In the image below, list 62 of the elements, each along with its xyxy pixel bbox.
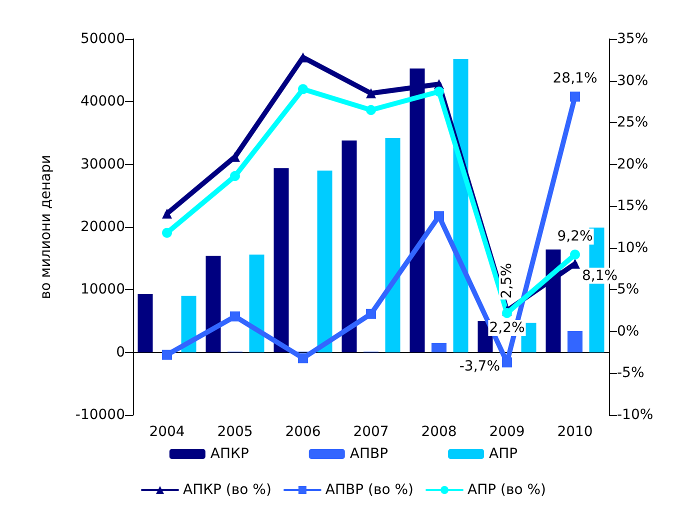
bar bbox=[274, 168, 289, 352]
data-label: -3,7% bbox=[459, 358, 500, 374]
x-tick-label: 2005 bbox=[217, 424, 253, 440]
data-label: 2,5% bbox=[499, 262, 515, 299]
point bbox=[502, 357, 512, 368]
bar bbox=[138, 294, 153, 352]
point bbox=[162, 228, 172, 238]
y2-tick-label: 25% bbox=[617, 114, 648, 131]
y-tick-label: 50000 bbox=[80, 31, 125, 47]
legend-label: АПКР (во %) bbox=[182, 482, 272, 498]
y-tick-label: 20000 bbox=[80, 219, 125, 235]
data-label: 28,1% bbox=[552, 70, 598, 87]
point bbox=[502, 308, 512, 318]
y2-tick-label: 20% bbox=[617, 156, 648, 172]
bar bbox=[206, 256, 221, 352]
data-label: 2,2% bbox=[489, 320, 525, 336]
point bbox=[230, 171, 240, 182]
legend-label: АПВР (во %) bbox=[325, 482, 414, 498]
point bbox=[434, 86, 444, 97]
data-label: 9,2% bbox=[557, 228, 593, 245]
data-label: 8,1% bbox=[582, 268, 618, 284]
legend-label: АПР bbox=[489, 446, 518, 462]
point bbox=[298, 84, 308, 94]
point bbox=[366, 308, 376, 319]
y2-tick-label: 10% bbox=[617, 240, 648, 256]
bar bbox=[385, 138, 400, 352]
y2-tick-label: 30% bbox=[617, 72, 648, 89]
point bbox=[162, 208, 172, 219]
point bbox=[298, 353, 308, 364]
x-tick-label: 2010 bbox=[557, 424, 593, 440]
x-tick-label: 2008 bbox=[421, 424, 457, 440]
point bbox=[366, 105, 376, 116]
y-axis-title: во милиони денари bbox=[38, 154, 54, 300]
x-tick-label: 2007 bbox=[353, 424, 389, 440]
point bbox=[570, 92, 580, 102]
bar bbox=[432, 342, 446, 352]
y-tick-label: -10000 bbox=[75, 407, 125, 423]
y2-tick-label: 35% bbox=[617, 31, 648, 47]
y2-tick-label: -10% bbox=[617, 407, 654, 423]
bar bbox=[249, 254, 264, 352]
bar bbox=[317, 170, 332, 352]
bar bbox=[342, 140, 357, 352]
x-tick-label: 2009 bbox=[489, 424, 525, 440]
y-tick-label: 10000 bbox=[80, 282, 125, 298]
point bbox=[230, 311, 240, 322]
bar bbox=[568, 331, 582, 352]
legend-label: АПВР bbox=[350, 446, 388, 462]
y2-tick-label: -5% bbox=[617, 365, 644, 382]
point bbox=[366, 88, 376, 98]
y-tick-label: 0 bbox=[116, 344, 125, 360]
y-tick-label: 30000 bbox=[80, 156, 125, 172]
point bbox=[570, 250, 580, 260]
legend-label: АПКР bbox=[210, 446, 249, 462]
y2-tick-label: 0% bbox=[617, 323, 640, 340]
legend-label: АПР (во %) bbox=[468, 482, 546, 498]
x-tick-label: 2004 bbox=[149, 424, 185, 440]
point bbox=[162, 350, 172, 360]
y2-tick-label: 5% bbox=[617, 282, 640, 298]
x-tick-label: 2006 bbox=[285, 424, 321, 440]
y2-tick-label: 15% bbox=[617, 198, 648, 214]
y-tick-label: 40000 bbox=[80, 94, 125, 110]
point bbox=[434, 211, 444, 222]
